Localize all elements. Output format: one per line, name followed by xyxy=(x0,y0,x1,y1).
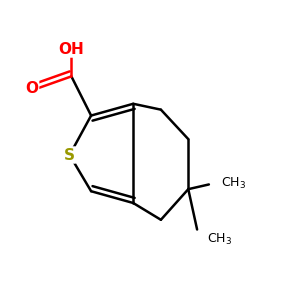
Text: CH$_3$: CH$_3$ xyxy=(221,176,246,191)
Text: CH$_3$: CH$_3$ xyxy=(207,232,232,248)
Text: OH: OH xyxy=(58,41,84,56)
Text: S: S xyxy=(64,148,75,163)
Text: O: O xyxy=(25,81,38,96)
